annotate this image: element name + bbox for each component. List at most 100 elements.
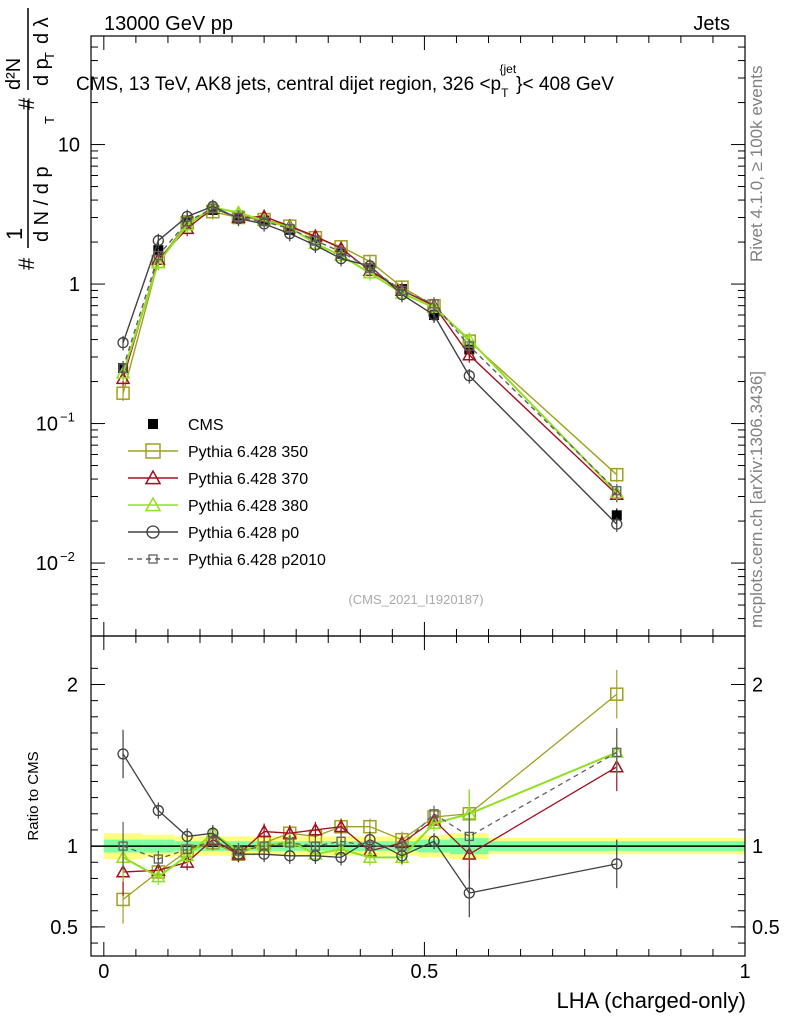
title-sup-close: } [516, 74, 522, 95]
xtick-label: 0 [98, 961, 109, 983]
series-line [122, 210, 618, 476]
ratio-point [333, 819, 349, 833]
data-point [117, 337, 129, 349]
data-point [208, 203, 218, 213]
legend-marker [144, 469, 162, 485]
ratio-point [463, 887, 475, 899]
ratio-point [308, 822, 323, 836]
ratio-point [612, 747, 622, 758]
ratio-point [152, 804, 164, 817]
legend-label: Pythia 6.428 350 [188, 444, 308, 461]
main-frame [90, 35, 746, 637]
ratio-panel: 0.5 0.51 12 20 0.5 1 Ratio to CMS LHA (charge… [25, 635, 780, 1013]
title-sub: T [501, 86, 509, 100]
data-point [611, 510, 622, 521]
ylabel-hash-2: # [14, 97, 39, 110]
legend-label: Pythia 6.428 p2010 [188, 552, 326, 569]
ratio-point [335, 851, 347, 864]
ratio-point [310, 841, 321, 851]
data-point [259, 217, 269, 227]
ratio-axis-ticks: 0.5 0.51 12 20 0.5 1 [50, 636, 780, 983]
ratio-point [182, 844, 192, 854]
ylabel-T1: T [42, 116, 57, 124]
data-point [429, 299, 439, 309]
ylabel-dpt: d p [31, 58, 53, 86]
rivet-label: Rivet 4.1.0, ≥ 100k events [747, 66, 766, 262]
data-point [610, 467, 624, 482]
xtick-label: 0.5 [411, 961, 439, 983]
data-point [179, 217, 195, 231]
data-point [612, 486, 622, 496]
data-point [611, 518, 623, 530]
legend-marker [146, 525, 160, 539]
ratio-ytick-label: 1 [67, 836, 78, 858]
legend-label: Pythia 6.428 p0 [188, 525, 299, 542]
mcplots-label: mcplots.cern.ch [arXiv:1306.3436] [747, 371, 766, 628]
data-point [116, 386, 130, 400]
ylabel-hash-1: # [14, 257, 39, 270]
data-point [462, 347, 477, 361]
data-point [310, 235, 321, 246]
xlabel: LHA (charged-only) [556, 988, 746, 1013]
ylabel-dl: d λ [31, 17, 53, 44]
ratio-point [336, 836, 346, 846]
header-right: Jets [693, 13, 730, 35]
legend-marker [145, 443, 161, 459]
legend-marker [148, 554, 158, 564]
ratio-point [208, 836, 218, 846]
ratio-ylabel: Ratio to CMS [25, 751, 42, 840]
main-ytick-label: 10 [36, 553, 58, 575]
data-point [285, 223, 295, 234]
analysis-tag: (CMS_2021_I1920187) [348, 592, 483, 607]
main-ytick-label: 1 [69, 274, 80, 296]
ratio-point [365, 841, 375, 851]
data-point [463, 370, 475, 382]
data-point [464, 341, 474, 351]
ratio-point [117, 748, 129, 760]
legend-label: CMS [188, 417, 224, 434]
ratio-point [151, 869, 166, 883]
ratio-ytick-label: 2 [67, 674, 78, 696]
ratio-point [362, 849, 378, 863]
data-point [153, 250, 163, 261]
data-point [182, 217, 192, 227]
legend-marker [148, 419, 158, 429]
main-ylabel: # 1 d N / d p T # d²N d p T d λ [2, 8, 57, 270]
ratio-frame [90, 635, 746, 957]
ratio-ytick-label-right: 1 [752, 836, 763, 858]
main-ytick-exponent: −2 [60, 549, 75, 564]
ratio-point [611, 858, 623, 870]
ratio-point [285, 838, 295, 848]
main-series [115, 199, 625, 532]
ratio-point [426, 815, 442, 830]
ratio-point [233, 846, 244, 856]
main-ytick-exponent: −1 [60, 410, 75, 425]
series-pythia-6-428-p2010 [118, 201, 622, 499]
header-left: 13000 GeV pp [104, 13, 233, 35]
legend-label: Pythia 6.428 370 [188, 471, 308, 488]
data-point [365, 263, 375, 273]
ratio-point [256, 824, 272, 838]
ylabel-d2N: d²N [3, 58, 25, 90]
data-point [151, 255, 166, 269]
ratio-line [122, 693, 618, 900]
ylabel-one: 1 [2, 228, 27, 240]
ratio-ytick-label: 0.5 [50, 917, 78, 939]
main-ytick-label: 10 [58, 135, 80, 157]
xtick-label: 1 [739, 961, 750, 983]
data-point [397, 285, 407, 296]
ratio-point [118, 841, 128, 851]
ratio-point [610, 687, 624, 701]
main-ytick-label: 10 [36, 414, 58, 436]
ratio-point [428, 835, 440, 847]
ratio-point [179, 848, 195, 862]
title-suffix: < 408 GeV [523, 74, 615, 95]
legend-marker [144, 496, 162, 512]
data-point [336, 247, 346, 257]
legend: CMS Pythia 6.428 350 Pythia 6.428 370 Pythi… [128, 417, 326, 569]
ratio-point [464, 831, 474, 842]
ratio-line [122, 753, 617, 894]
